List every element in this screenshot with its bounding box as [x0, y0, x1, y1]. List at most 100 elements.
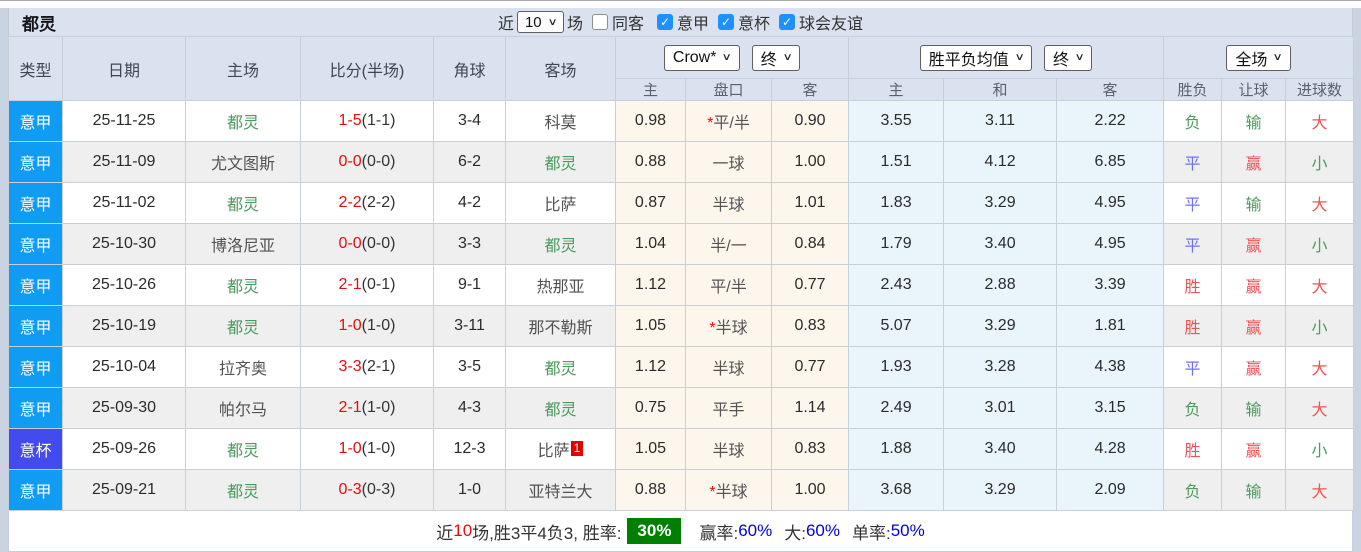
halftime-score: (0-1) — [361, 276, 396, 293]
score: 1-0(1-0) — [300, 305, 434, 347]
away-team-sup-badge: 1 — [570, 441, 584, 456]
corners: 4-3 — [433, 387, 506, 429]
win-rate-badge: 30% — [627, 518, 682, 544]
halftime-score: (1-0) — [361, 440, 396, 457]
away-team-name: 都灵 — [544, 156, 577, 173]
avg-odds-draw: 4.12 — [943, 141, 1058, 183]
home-team: 都灵 — [185, 469, 301, 511]
avg-odds-home: 1.83 — [848, 182, 945, 224]
bookmaker-final-select[interactable]: 终 ∨ — [751, 44, 801, 71]
corners: 3-3 — [433, 223, 506, 265]
away-team: 都灵 — [505, 346, 616, 388]
away-team: 都灵 — [505, 141, 616, 183]
corners: 3-4 — [433, 100, 506, 142]
match-date: 25-09-21 — [62, 469, 186, 511]
handicap-line: *平/半 — [685, 100, 772, 142]
avg-odds-draw: 3.40 — [943, 428, 1058, 470]
result-handicap: 赢 — [1221, 428, 1287, 470]
handicap-odds-home: 1.12 — [615, 346, 686, 388]
result-wdl: 负 — [1163, 387, 1223, 429]
handicap-line: 平/半 — [685, 264, 772, 306]
halftime-score: (2-1) — [361, 358, 396, 375]
away-team: 热那亚 — [505, 264, 616, 306]
match-date: 25-11-09 — [62, 141, 186, 183]
handicap-line: 一球 — [685, 141, 772, 183]
fulltime-score: 1-5 — [338, 112, 362, 129]
home-team: 都灵 — [185, 264, 301, 306]
match-row: 意甲 25-10-04 拉齐奥 3-3(2-1) 3-5 都灵 1.12 半球 … — [8, 346, 1355, 388]
result-wdl: 负 — [1163, 469, 1223, 511]
home-team: 都灵 — [185, 182, 301, 224]
corners: 4-2 — [433, 182, 506, 224]
avg-odds-away: 3.39 — [1056, 264, 1165, 306]
away-team: 都灵 — [505, 223, 616, 265]
games-label: 场 — [566, 16, 583, 33]
title-bar: 都灵 近 10 ∨ 场 同客 ✓ 意甲 ✓ 意杯 ✓ 球会友谊 — [8, 8, 1353, 36]
chevron-down-icon: ∨ — [547, 16, 558, 28]
handicap-odds-away: 0.90 — [770, 100, 850, 142]
fulltime-score: 1-0 — [338, 440, 362, 457]
fulltime-score: 2-1 — [338, 399, 362, 416]
handicap-odds-home: 1.12 — [615, 264, 686, 306]
games-count-select[interactable]: 10 ∨ — [516, 11, 564, 33]
result-handicap: 输 — [1221, 182, 1287, 224]
score: 3-3(2-1) — [300, 346, 434, 388]
summary-count: 10 — [453, 521, 473, 540]
match-date: 25-11-02 — [62, 182, 186, 224]
handicap-name: 半球 — [715, 320, 748, 337]
corners: 3-5 — [433, 346, 506, 388]
fulltime-score: 0-0 — [338, 153, 362, 170]
away-team: 亚特兰大 — [505, 469, 616, 511]
avg-odds-select[interactable]: 胜平负均值 ∨ — [919, 44, 1033, 71]
avg-final-select[interactable]: 终 ∨ — [1044, 44, 1093, 71]
col-date: 日期 — [62, 36, 186, 101]
avg-odds-home: 1.51 — [848, 141, 945, 183]
sub-col-handicap: 盘口 — [685, 78, 772, 101]
avg-odds-away: 4.95 — [1056, 223, 1165, 265]
handicap-name: 平/半 — [713, 115, 750, 132]
away-team-name: 亚特兰大 — [528, 484, 593, 501]
away-team: 那不勒斯 — [505, 305, 616, 347]
home-team: 都灵 — [185, 100, 301, 142]
scope-select[interactable]: 全场 ∨ — [1226, 44, 1291, 71]
fulltime-score: 0-3 — [338, 481, 362, 498]
sub-col-result: 胜负 — [1163, 78, 1223, 101]
result-wdl: 平 — [1163, 182, 1223, 224]
match-row: 意甲 25-10-30 博洛尼亚 0-0(0-0) 3-3 都灵 1.04 半/… — [8, 223, 1355, 265]
sub-col-odds-away: 客 — [770, 78, 850, 101]
bookmaker-select[interactable]: Crow* ∨ — [663, 44, 740, 71]
handicap-name: 半球 — [712, 361, 745, 378]
col-type: 类型 — [8, 36, 63, 101]
league-cup-checkbox[interactable]: ✓ — [718, 14, 735, 30]
corners: 6-2 — [433, 141, 506, 183]
handicap-odds-away: 1.00 — [770, 469, 850, 511]
same-away-checkbox[interactable] — [591, 14, 608, 30]
fulltime-score: 3-3 — [338, 358, 362, 375]
match-row: 意甲 25-09-30 帕尔马 2-1(1-0) 4-3 都灵 0.75 平手 … — [8, 387, 1355, 429]
single-pct-value: 50% — [890, 521, 925, 540]
handicap-line: 半球 — [685, 182, 772, 224]
avg-odds-home: 3.68 — [848, 469, 945, 511]
handicap-line: 平手 — [685, 387, 772, 429]
avg-odds-draw: 3.11 — [943, 100, 1058, 142]
home-team: 帕尔马 — [185, 387, 301, 429]
top-strip — [0, 0, 1361, 8]
col-corners: 角球 — [433, 36, 506, 101]
corners: 12-3 — [433, 428, 506, 470]
league-serie-a-checkbox[interactable]: ✓ — [657, 14, 673, 30]
match-row: 意甲 25-11-02 都灵 2-2(2-2) 4-2 比萨 0.87 半球 1… — [8, 182, 1355, 224]
handicap-odds-home: 0.87 — [615, 182, 686, 224]
stats-panel: 都灵 近 10 ∨ 场 同客 ✓ 意甲 ✓ 意杯 ✓ 球会友谊 — [8, 8, 1355, 552]
sub-col-odds-home: 主 — [615, 78, 686, 101]
handicap-name: 平/半 — [710, 279, 747, 296]
handicap-odds-away: 0.84 — [770, 223, 850, 265]
league-friendly-checkbox[interactable]: ✓ — [779, 14, 796, 30]
result-wdl: 胜 — [1163, 264, 1223, 306]
big-pct-label: 大: — [784, 523, 806, 543]
result-goals: 小 — [1285, 305, 1355, 347]
result-handicap: 输 — [1221, 387, 1287, 429]
result-wdl: 平 — [1163, 346, 1223, 388]
summary-text: 场,胜3平4负3, 胜率: — [472, 523, 622, 543]
result-handicap: 输 — [1221, 100, 1287, 142]
handicap-odds-home: 0.88 — [615, 469, 686, 511]
